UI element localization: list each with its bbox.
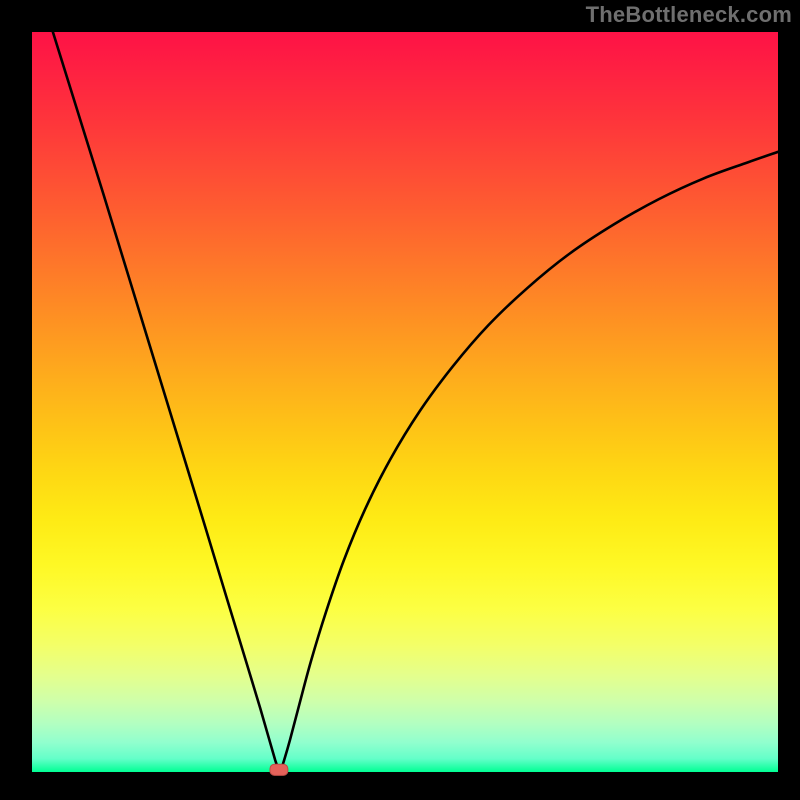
bottleneck-chart bbox=[0, 0, 800, 800]
chart-frame: TheBottleneck.com bbox=[0, 0, 800, 800]
valley-marker bbox=[270, 764, 288, 775]
branding-watermark: TheBottleneck.com bbox=[586, 2, 792, 28]
